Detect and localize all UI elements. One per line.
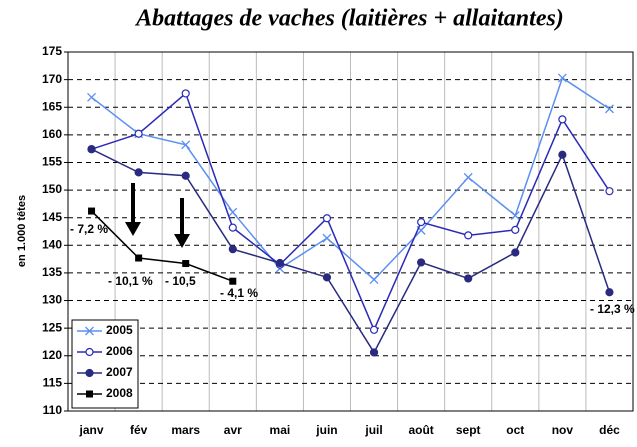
legend-label: 2008 <box>106 386 133 400</box>
y-tick-label: 130 <box>42 293 62 307</box>
marker <box>228 223 237 232</box>
legend-label: 2005 <box>106 323 133 337</box>
y-tick-label: 120 <box>42 348 62 362</box>
marker <box>85 326 94 336</box>
y-tick-label: 125 <box>42 320 62 334</box>
marker <box>88 207 96 215</box>
marker <box>464 274 473 283</box>
arrows <box>125 183 190 248</box>
x-tick-label: janv <box>79 423 104 437</box>
marker <box>605 288 614 297</box>
x-tick-label: juil <box>364 423 382 437</box>
marker <box>229 277 237 285</box>
marker <box>134 168 143 177</box>
marker <box>369 275 379 285</box>
x-tick-label: fév <box>130 423 148 437</box>
x-tick-label: sept <box>456 423 481 437</box>
y-tick-label: 155 <box>42 155 62 169</box>
y-axis-label: en 1.000 têtes <box>16 195 28 267</box>
y-tick-label: 140 <box>42 237 62 251</box>
marker <box>181 140 191 150</box>
x-tick-label: août <box>408 423 433 437</box>
legend-label: 2007 <box>106 365 133 379</box>
x-tick-label: mars <box>171 423 200 437</box>
series-line <box>91 148 611 354</box>
y-tick-label: 165 <box>42 99 62 113</box>
marker <box>604 104 614 114</box>
marker <box>511 248 520 257</box>
marker <box>87 145 96 154</box>
marker <box>605 187 614 196</box>
marker <box>417 218 426 227</box>
x-tick-label: déc <box>599 423 620 437</box>
marker <box>87 92 97 102</box>
marker <box>85 347 94 357</box>
marker <box>322 214 332 223</box>
marker <box>228 245 237 254</box>
marker <box>275 258 284 268</box>
series-line <box>91 92 611 332</box>
marker <box>181 171 190 180</box>
marker <box>511 225 520 234</box>
marker <box>135 254 143 262</box>
legend-label: 2006 <box>106 344 133 358</box>
marker <box>322 233 332 243</box>
marker <box>417 258 426 267</box>
marker <box>85 368 94 378</box>
y-tick-label: 175 <box>42 44 62 58</box>
marker <box>134 129 143 138</box>
x-tick-label: juin <box>315 423 337 437</box>
y-tick-label: 170 <box>42 72 62 86</box>
marker <box>464 231 473 240</box>
marker <box>463 172 473 182</box>
series-line <box>91 76 610 281</box>
marker <box>322 273 332 282</box>
y-tick-label: 135 <box>42 265 62 279</box>
x-tick-label: mai <box>270 423 291 437</box>
marker <box>369 325 379 334</box>
x-tick-label: nov <box>552 423 574 437</box>
marker <box>181 89 190 98</box>
y-tick-label: 145 <box>42 210 62 224</box>
annotation: - 12,3 % <box>590 302 635 316</box>
chart-title: Abattages de vaches (laitières + allaita… <box>134 6 564 32</box>
plot-border <box>67 51 634 412</box>
marker <box>86 390 93 398</box>
marker <box>369 348 379 357</box>
annotation: - 10,1 % <box>108 274 153 288</box>
marker <box>558 115 567 124</box>
y-tick-label: 150 <box>42 182 62 196</box>
marker <box>182 260 190 268</box>
annotation: - 4,1 % <box>220 286 258 300</box>
y-tick-label: 160 <box>42 127 62 141</box>
marker <box>558 150 567 159</box>
marker <box>228 207 238 217</box>
x-tick-label: avr <box>224 423 242 437</box>
y-tick-label: 110 <box>43 403 63 417</box>
marker <box>557 73 567 83</box>
series-line <box>91 210 234 282</box>
annotation: - 7,2 % <box>70 222 108 236</box>
y-tick-label: 115 <box>43 376 63 390</box>
marker <box>510 211 520 220</box>
annotation: - 10,5 <box>165 274 196 288</box>
x-tick-label: oct <box>506 423 524 437</box>
